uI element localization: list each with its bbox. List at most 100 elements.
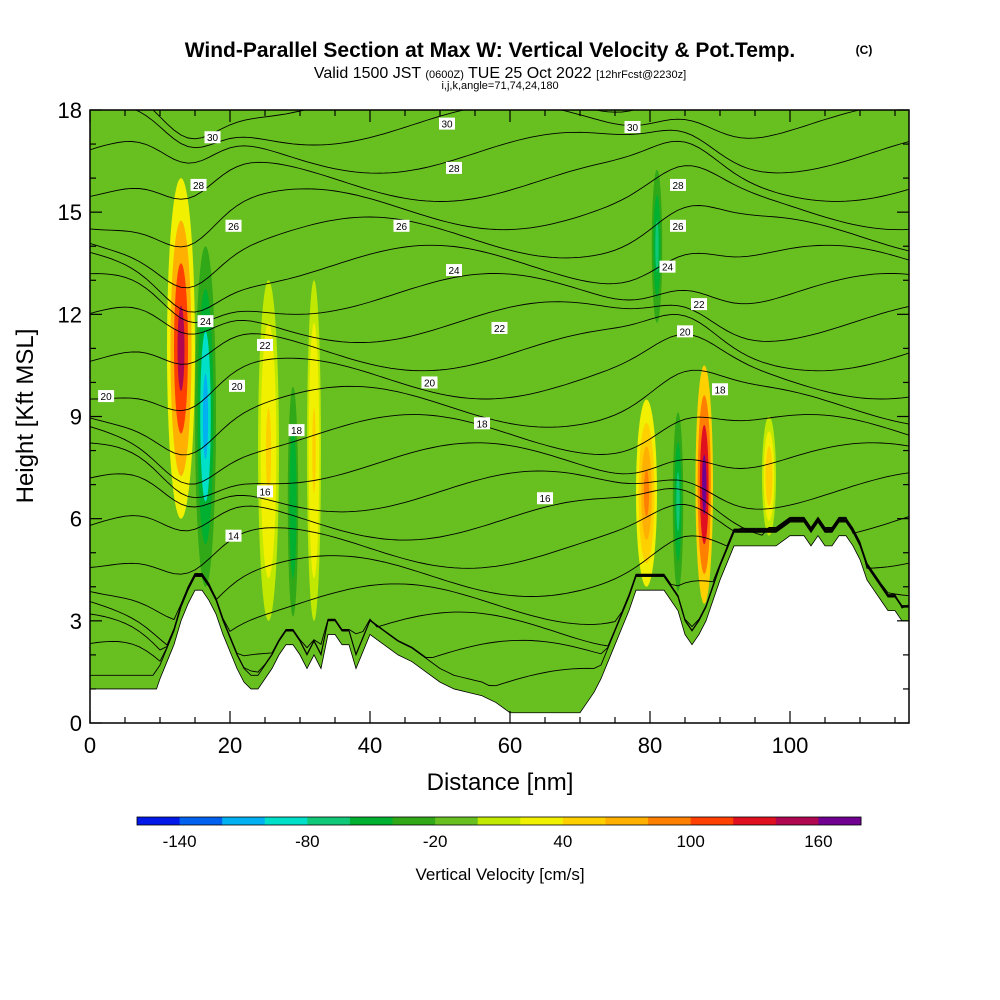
svg-text:22: 22	[494, 324, 506, 335]
svg-text:20: 20	[679, 327, 691, 338]
colorbar-swatch	[520, 817, 564, 825]
theta-contour-line	[90, 244, 909, 313]
velocity-cell	[312, 407, 316, 494]
svg-text:24: 24	[200, 317, 212, 328]
theta-contour-label: 18	[712, 383, 728, 396]
colorbar-tick-label: 160	[804, 832, 832, 851]
plot-area: 30 28 26 24 22 20 20 18 16 14 30 28 26 24 22 20 18 16 30 28…	[90, 110, 909, 723]
theta-contour-label: 28	[670, 178, 686, 192]
theta-contour-line	[90, 414, 909, 485]
velocity-cell	[291, 463, 295, 540]
velocity-field	[167, 144, 776, 655]
theta-contour-label: 28	[190, 178, 207, 192]
colorbar-swatch	[264, 817, 308, 825]
y-tick-label: 18	[58, 98, 82, 123]
x-tick-label: 100	[772, 733, 809, 758]
theta-contour-label: 16	[257, 485, 273, 498]
theta-contour-line	[90, 518, 909, 646]
velocity-cell	[676, 471, 680, 532]
svg-text:20: 20	[424, 378, 436, 389]
svg-text:18: 18	[476, 419, 488, 430]
x-tick-label: 80	[638, 733, 662, 758]
colorbar-swatch	[137, 817, 181, 825]
velocity-cell	[202, 373, 209, 460]
theta-contour-label: 20	[229, 379, 245, 393]
colorbar-tick-label: 40	[553, 832, 572, 851]
theta-contour-label: 22	[691, 298, 707, 311]
theta-contour-label: 18	[288, 424, 305, 437]
theta-contour-label: 30	[204, 131, 221, 144]
svg-text:28: 28	[193, 181, 205, 192]
theta-contour-label: 20	[677, 325, 693, 338]
y-tick-label: 6	[70, 507, 82, 532]
colorbar-swatch	[349, 817, 394, 825]
theta-contour-label: 26	[225, 219, 242, 233]
colorbar-swatch	[307, 817, 351, 825]
theta-contour-label: 24	[659, 260, 676, 274]
colorbar-swatch	[477, 817, 521, 825]
colorbar-swatch	[435, 817, 479, 825]
velocity-cell	[767, 461, 771, 491]
theta-contour-line	[152, 110, 636, 140]
theta-contour-label: 22	[491, 321, 508, 335]
velocity-cell	[265, 407, 272, 494]
subtitle-date: TUE 25 Oct 2022	[464, 65, 596, 82]
y-tick-label: 9	[70, 405, 82, 430]
theta-contour-line	[90, 333, 909, 412]
x-axis: 0 20 40 60 80 100	[84, 110, 896, 758]
colorbar-swatch	[392, 817, 436, 825]
theta-contour-label: 22	[257, 338, 273, 352]
svg-text:22: 22	[693, 300, 705, 311]
subtitle-forecast: [12hrFcst@2230z]	[596, 69, 686, 81]
colorbar-swatch	[222, 817, 266, 825]
colorbar-swatch	[562, 817, 606, 825]
y-tick-label: 15	[58, 200, 82, 225]
colorbar: -140 -80 -20 40 100 160	[136, 816, 862, 851]
svg-text:20: 20	[231, 382, 243, 393]
theta-contour-line	[134, 110, 862, 149]
colorbar-swatch	[690, 817, 734, 825]
theta-contour-label: 24	[197, 315, 214, 328]
svg-text:16: 16	[539, 494, 551, 505]
colorbar-swatch	[605, 817, 649, 825]
colorbar-tick-label: -140	[163, 832, 197, 851]
svg-text:22: 22	[259, 341, 271, 352]
colorbar-swatch	[775, 817, 819, 825]
theta-contour-label: 30	[624, 121, 641, 134]
velocity-cell	[177, 305, 185, 391]
chart-subtitle-indices: i,j,k,angle=71,74,24,180	[441, 80, 558, 92]
svg-text:16: 16	[259, 487, 271, 498]
y-axis-label: Height [Kft MSL]	[12, 329, 39, 504]
x-axis-label: Distance [nm]	[427, 769, 574, 796]
chart-title-mark: (C)	[856, 43, 873, 57]
theta-contour-label: 26	[393, 219, 410, 233]
colorbar-title: Vertical Velocity [cm/s]	[415, 865, 584, 884]
svg-text:26: 26	[396, 222, 408, 233]
chart-subtitle: Valid 1500 JST (0600Z) TUE 25 Oct 2022 […	[314, 65, 686, 82]
chart-title: Wind-Parallel Section at Max W: Vertical…	[185, 39, 796, 62]
colorbar-swatch	[179, 817, 223, 825]
theta-contour-label: 14	[225, 529, 242, 543]
theta-contour-label: 26	[670, 219, 686, 233]
theta-contour-label: 30	[439, 117, 455, 131]
theta-contour-label: 18	[474, 417, 490, 430]
velocity-cell	[655, 220, 659, 272]
theta-contours	[90, 110, 909, 687]
subtitle-utc: (0600Z)	[425, 69, 464, 81]
y-tick-label: 0	[70, 711, 82, 736]
svg-text:14: 14	[228, 532, 240, 543]
terrain	[90, 534, 909, 723]
colorbar-tick-label: -80	[295, 832, 320, 851]
theta-contour-label: 16	[537, 492, 553, 505]
svg-text:24: 24	[448, 266, 460, 277]
svg-text:18: 18	[291, 426, 303, 437]
x-tick-label: 0	[84, 733, 96, 758]
svg-text:28: 28	[672, 181, 684, 192]
svg-text:26: 26	[228, 222, 240, 233]
x-tick-label: 20	[218, 733, 242, 758]
theta-contour-line	[90, 165, 909, 248]
theta-contour-line	[90, 314, 909, 372]
subtitle-valid: Valid 1500 JST	[314, 65, 425, 82]
y-axis: 0 3 6 9 12 15 18	[58, 98, 909, 736]
